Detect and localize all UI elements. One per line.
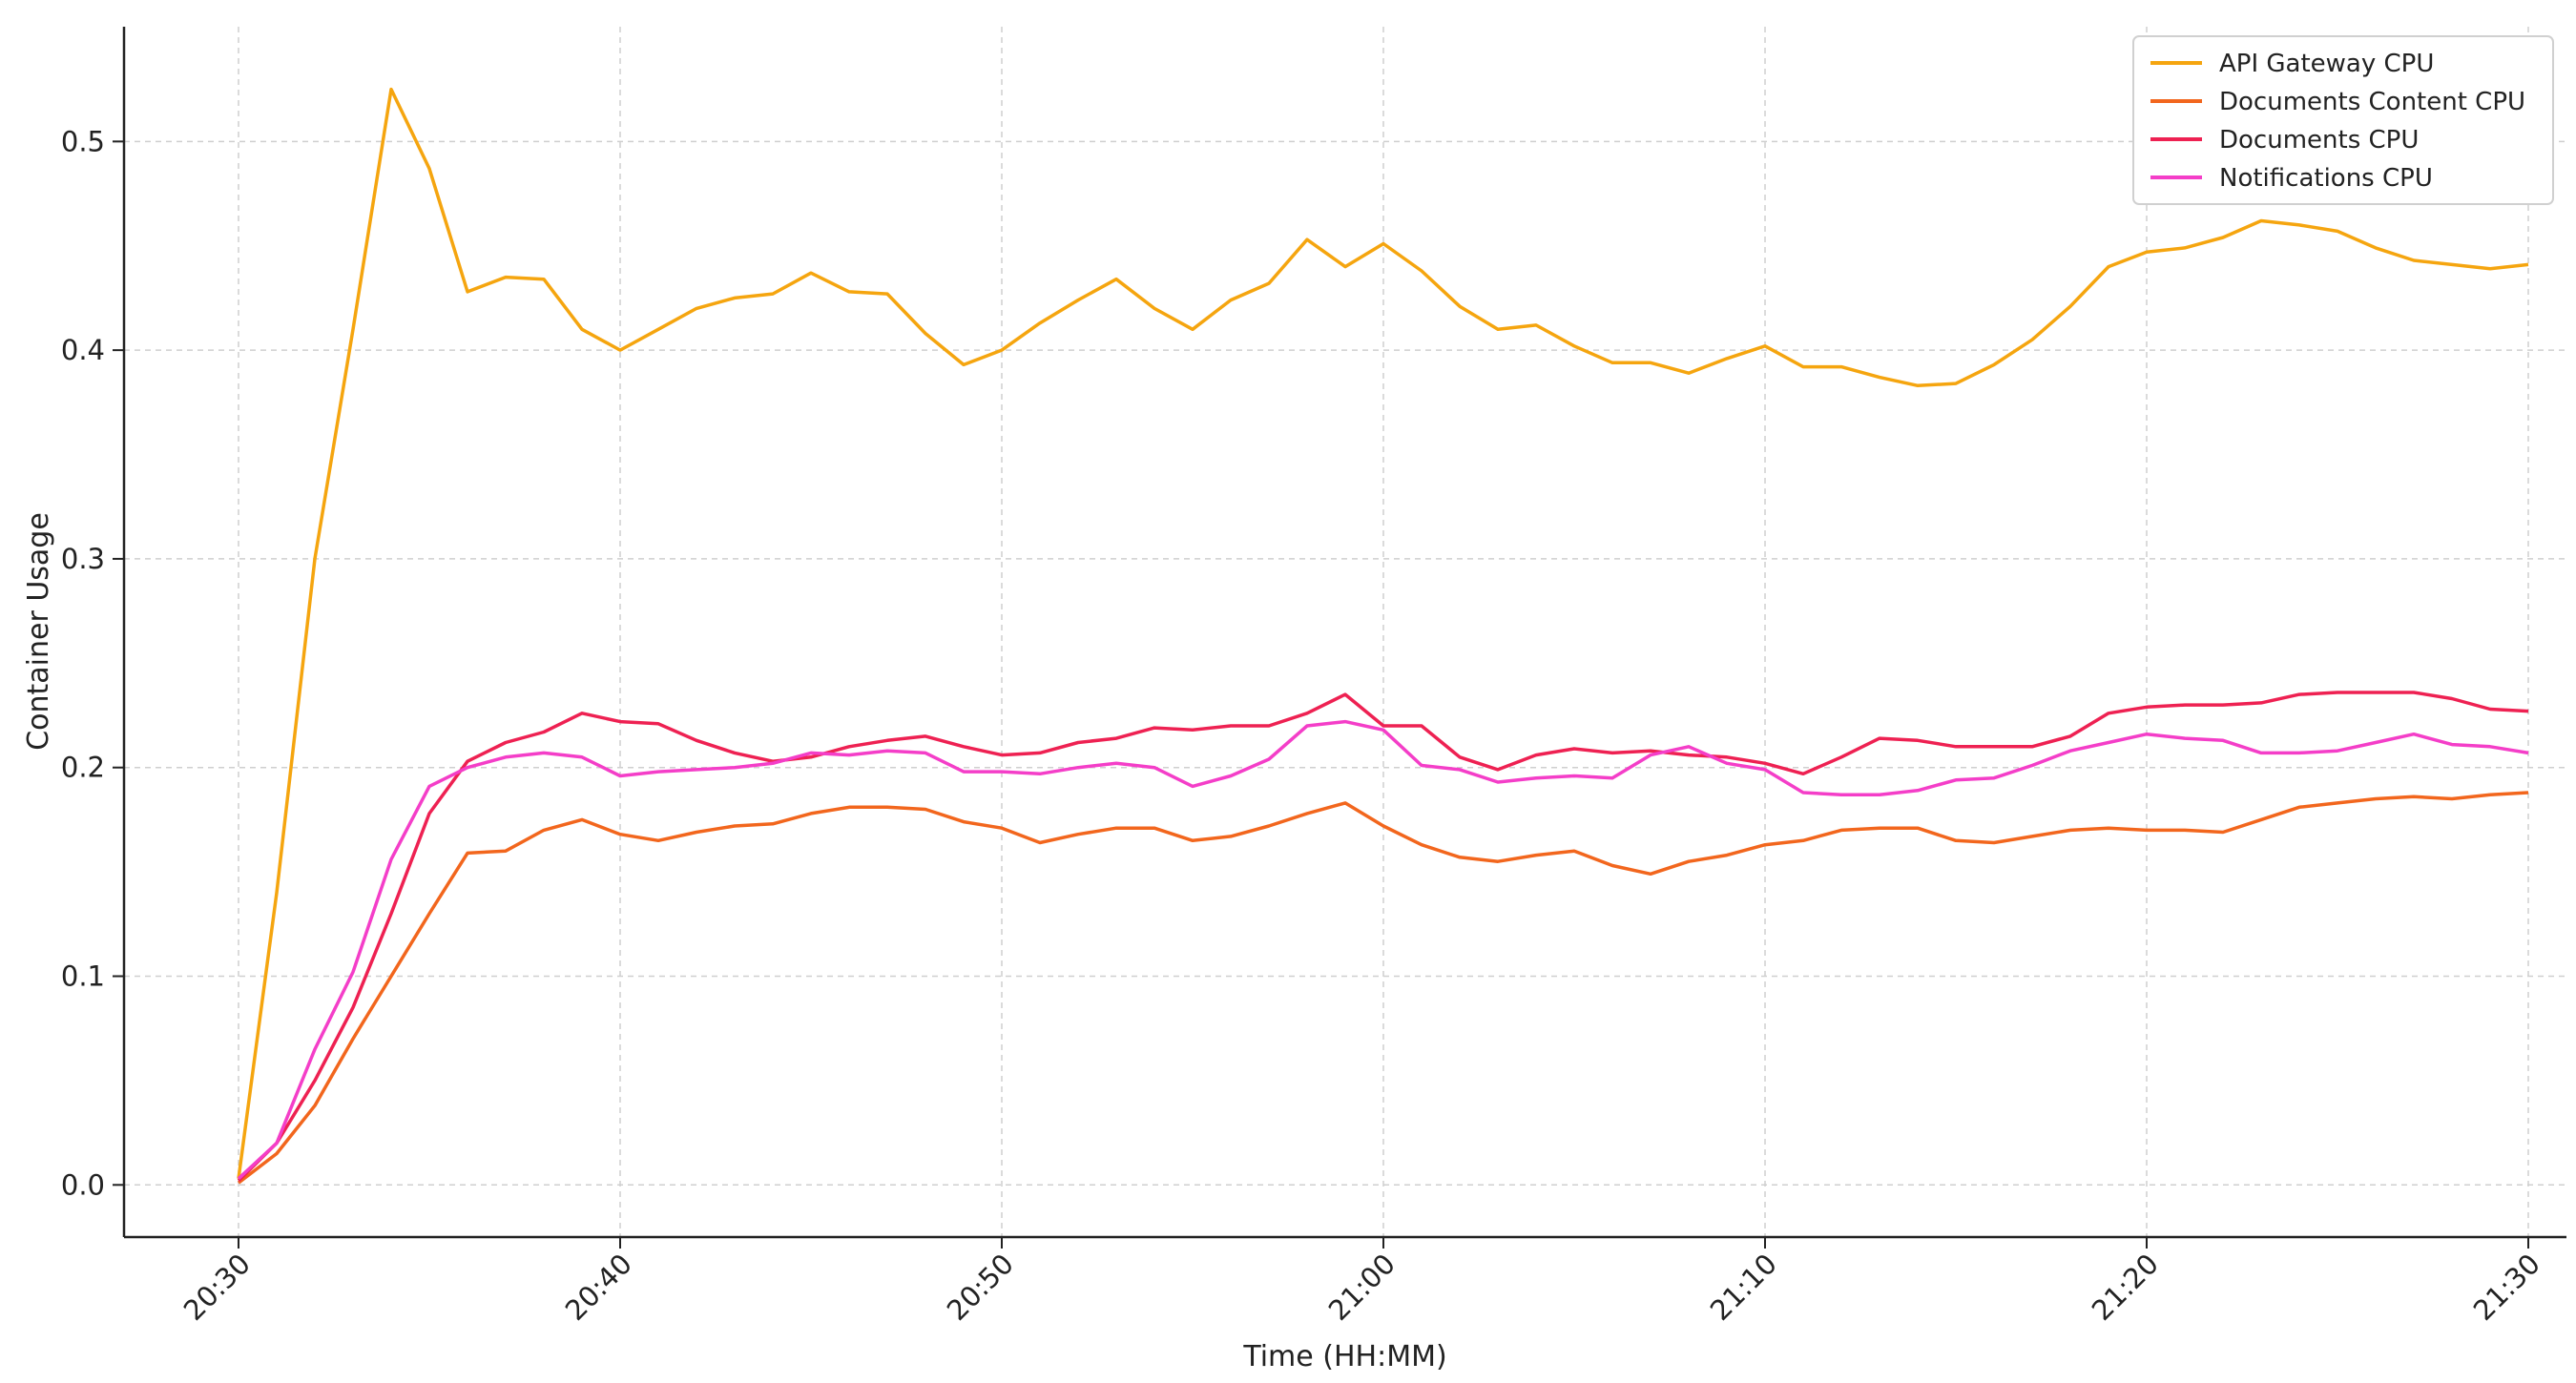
y-tick-label: 0.5 [61, 125, 105, 157]
x-ticks: 20:30 20:40 20:50 21:00 21:10 21:20 21:30 [177, 1237, 2546, 1327]
x-tick-label: 21:00 [1322, 1248, 1402, 1327]
y-tick-label: 0.2 [61, 752, 105, 784]
series-line-3 [237, 691, 2529, 1183]
legend-label: Documents CPU [2219, 126, 2419, 155]
legend-label: API Gateway CPU [2219, 50, 2434, 78]
legend: API Gateway CPU Documents Content CPU Docu… [2132, 35, 2554, 205]
y-tick-label: 0.0 [61, 1168, 105, 1201]
x-tick-label: 20:30 [177, 1248, 257, 1327]
legend-label: Notifications CPU [2219, 164, 2433, 193]
series-line-4 [237, 719, 2529, 1180]
x-tick-label: 20:40 [559, 1248, 638, 1327]
axes [122, 27, 2566, 1239]
y-axis-label: Container Usage [22, 512, 55, 751]
x-tick-label: 21:20 [2086, 1248, 2165, 1327]
legend-label: Documents Content CPU [2219, 88, 2525, 116]
x-tick-label: 20:50 [941, 1248, 1020, 1327]
series-lines [237, 87, 2529, 1185]
x-axis-label: Time (HH:MM) [1242, 1340, 1446, 1373]
x-tick-label: 21:10 [1704, 1248, 1783, 1327]
y-tick-label: 0.1 [61, 960, 105, 993]
y-tick-label: 0.4 [61, 334, 105, 366]
series-line-2 [237, 791, 2529, 1185]
x-tick-label: 21:30 [2467, 1248, 2546, 1327]
y-tick-label: 0.3 [61, 543, 105, 575]
series-line-1 [237, 87, 2529, 1179]
y-ticks: 0.0 0.1 0.2 0.3 0.4 0.5 [61, 125, 124, 1201]
legend-box [2132, 35, 2554, 205]
grid [124, 27, 2566, 1237]
